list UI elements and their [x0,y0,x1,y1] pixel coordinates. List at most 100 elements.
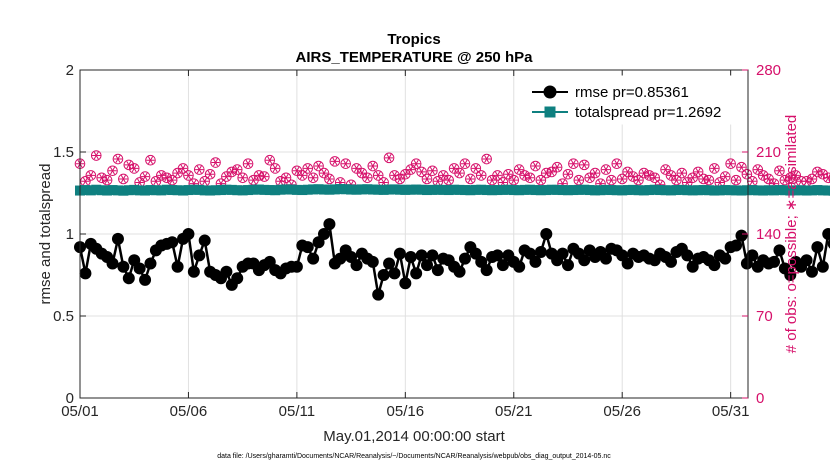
obs-assimilated-marker [254,171,264,180]
obs-assimilated-marker [455,169,464,177]
rmse-marker [220,265,233,278]
obs-possible-marker [383,152,395,164]
totalspread-marker [188,184,199,195]
totalspread-marker [519,184,530,195]
obs-assimilated-marker [233,165,242,174]
rmse-marker [491,249,504,262]
totalspread-marker [297,185,308,196]
totalspread-marker [80,185,91,196]
totalspread-marker [709,185,720,196]
obs-possible-marker [340,158,351,170]
totalspread-marker [102,185,113,196]
obs-possible-marker [427,165,438,177]
obs-possible-marker [318,167,330,179]
obs-assimilated-marker [449,164,459,173]
obs-assimilated-marker [108,166,117,175]
totalspread-marker [340,184,351,195]
totalspread-marker [422,185,433,196]
totalspread-marker [525,184,536,195]
obs-assimilated-marker [672,176,681,185]
obs-assimilated-marker [737,163,746,172]
left-axis-label: rmse and totalspread [37,164,54,305]
obs-assimilated-marker [352,164,361,173]
totalspread-marker [394,184,405,195]
obs-possible-marker [535,174,547,186]
x-tick-label: 05/11 [279,403,315,420]
obs-possible-marker [128,163,140,174]
obs-assimilated-marker [265,156,274,165]
legend-spread-label: totalspread pr=1.2692 [575,104,721,121]
totalspread-marker [172,185,183,196]
rmse-marker [307,252,320,265]
totalspread-marker [720,185,731,196]
right-axis-ticks: 0 70 140 210 280 [742,62,781,407]
obs-possible-marker [372,170,384,181]
obs-possible-marker [627,171,639,182]
totalspread-marker [600,184,611,195]
totalspread-marker [356,184,367,195]
totalspread-marker [731,185,742,196]
obs-assimilated-marker [102,176,112,185]
rmse-marker [730,239,743,252]
totalspread-marker [682,185,693,196]
rmse-marker [193,249,206,262]
totalspread-marker [248,184,259,195]
totalspread-marker [221,184,232,195]
totalspread-marker [514,185,525,196]
totalspread-marker [134,185,145,196]
totalspread-marker [275,184,286,195]
totalspread-marker [644,185,655,196]
obs-assimilated-marker [200,177,209,186]
obs-possible-marker [513,164,525,175]
totalspread-marker [85,185,96,196]
obs-assimilated-marker [618,175,627,183]
totalspread-marker [541,185,552,196]
obs-possible-marker [410,158,422,170]
rmse-marker [366,255,379,268]
totalspread-marker [725,185,736,196]
obs-assimilated-marker [731,176,741,185]
totalspread-marker [666,185,677,196]
obs-assimilated-marker [308,173,318,182]
obs-assimilated-marker [86,171,96,180]
totalspread-marker [264,185,275,196]
obs-possible-marker [481,153,492,165]
totalspread-marker [432,184,443,195]
x-tick-label: 05/21 [495,403,533,420]
totalspread-marker [449,184,460,195]
obs-possible-marker [389,170,400,181]
obs-assimilated-marker [119,175,128,183]
totalspread-marker [384,184,395,195]
x-axis-label: May.01,2014 00:00:00 start [323,428,505,445]
obs-assimilated-marker [92,151,101,160]
x-tick-label: 05/01 [61,403,99,420]
obs-possible-marker [812,166,823,178]
totalspread-marker [329,184,340,195]
left-tick-label: 0 [66,390,74,407]
obs-possible-marker [736,161,747,173]
obs-assimilated-marker [249,176,258,185]
rmse-marker [735,229,748,242]
totalspread-marker [373,184,384,195]
totalspread-marker [270,185,281,196]
totalspread-marker [812,185,823,196]
obs-possible-marker [313,160,324,172]
obs-possible-marker [600,164,612,175]
totalspread-marker [438,184,449,195]
obs-assimilated-marker [585,173,594,182]
obs-assimilated-marker [195,165,204,174]
totalspread-marker [557,185,568,196]
totalspread-marker [232,185,243,196]
rmse-marker [811,241,824,254]
x-tick-label: 05/06 [170,403,208,420]
obs-assimilated-marker [167,176,177,185]
obs-possible-marker [421,173,433,185]
totalspread-series [75,184,830,196]
obs-possible-marker [606,174,617,186]
obs-assimilated-marker [704,176,714,185]
legend: rmse pr=0.85361 totalspread pr=1.2692 [523,75,741,125]
obs-possible-marker [470,163,482,174]
rmse-marker [746,249,759,262]
totalspread-marker [318,184,329,195]
obs-possible-marker [551,161,563,173]
